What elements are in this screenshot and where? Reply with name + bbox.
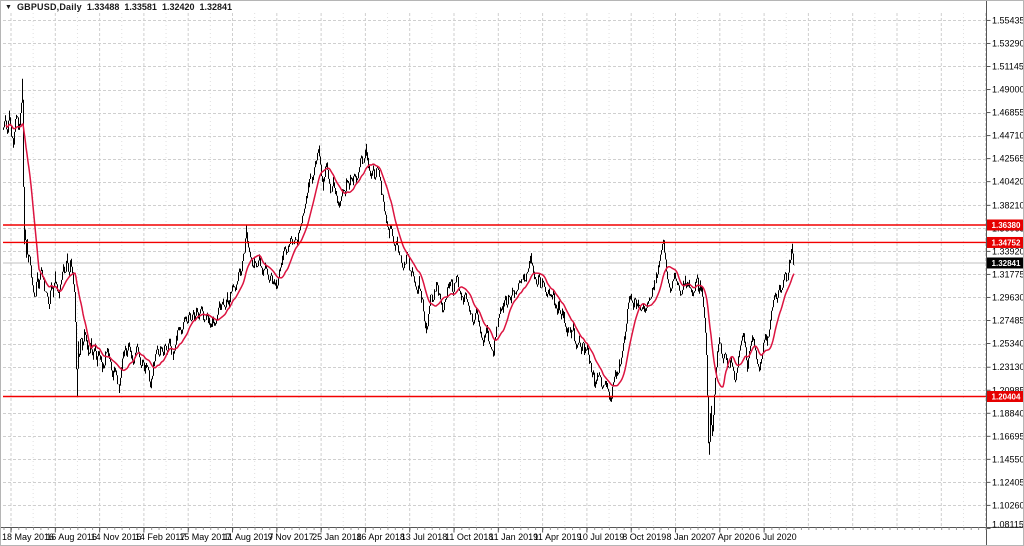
price-axis-label: 1.44710 — [992, 131, 1024, 141]
price-axis-label: 1.10260 — [992, 500, 1024, 510]
time-axis-label: 14 Feb 2017 — [135, 532, 186, 542]
candlestick-series — [3, 78, 795, 455]
price-axis-label: 1.42565 — [992, 154, 1024, 164]
quote-low: 1.32420 — [161, 2, 195, 12]
price-axis-label: 1.23130 — [992, 362, 1024, 372]
time-axis-label: 9 Nov 2017 — [268, 532, 314, 542]
chart-symbol-label: GBPUSD,Daily — [16, 2, 82, 12]
time-axis-label: 13 Jul 2018 — [401, 532, 448, 542]
time-axis-label: 18 May 2016 — [2, 532, 54, 542]
svg-text:1.34752: 1.34752 — [992, 238, 1021, 247]
level-price-tag-1.20404[interactable]: 1.20404 — [987, 391, 1024, 402]
grid-lines — [3, 13, 987, 527]
level-price-tag-1.36380[interactable]: 1.36380 — [987, 219, 1024, 231]
time-axis-label: 11 Jan 2019 — [489, 532, 538, 542]
time-axis-label: 15 May 2017 — [179, 532, 231, 542]
price-axis-label: 1.16695 — [992, 431, 1024, 441]
price-axis-label: 1.20985 — [992, 385, 1024, 395]
level-price-tag-1.34752[interactable]: 1.34752 — [987, 236, 1024, 248]
price-axis-label: 1.29630 — [992, 292, 1024, 302]
price-axis-label: 1.27485 — [992, 315, 1024, 325]
price-axis-label: 1.51145 — [992, 61, 1024, 71]
price-axis-label: 1.53290 — [992, 38, 1024, 48]
time-axis-label: 8 Oct 2019 — [622, 532, 666, 542]
price-axis-label: 1.38210 — [992, 200, 1024, 210]
time-axis-label: 25 Jan 2018 — [312, 532, 362, 542]
price-axis-label: 1.46855 — [992, 108, 1024, 118]
quote-open: 1.33488 — [86, 2, 120, 12]
price-axis-label: 1.14550 — [992, 454, 1024, 464]
price-axis-label: 1.18840 — [992, 408, 1024, 418]
time-axis-label: 16 Aug 2016 — [46, 532, 97, 542]
svg-text:1.36380: 1.36380 — [992, 221, 1021, 230]
chart-collapse-icon[interactable]: ▼ — [5, 3, 12, 11]
time-axis-label: 14 Nov 2016 — [91, 532, 142, 542]
time-axis-label: 7 Apr 2020 — [711, 532, 755, 542]
time-axis-label: 8 Jan 2020 — [667, 532, 712, 542]
time-axis-label: 16 Apr 2018 — [356, 532, 405, 542]
price-axis-label: 1.49000 — [992, 85, 1024, 95]
price-axis-label: 1.31775 — [992, 269, 1024, 279]
time-axis-label: 11 Apr 2019 — [534, 532, 582, 542]
price-axis-label: 1.08115 — [992, 520, 1024, 530]
svg-text:1.32841: 1.32841 — [992, 259, 1021, 268]
price-axis[interactable]: 1.55435 1.53290 1.51145 1.49000 1.46855 1.447… — [986, 15, 1024, 530]
quote-high: 1.33581 — [124, 2, 157, 12]
price-axis-label: 1.40420 — [992, 177, 1024, 187]
price-axis-label: 1.55435 — [992, 15, 1024, 25]
time-axis-label: 11 Aug 2017 — [224, 532, 274, 542]
time-axis-label: 10 Jul 2019 — [578, 532, 625, 542]
time-axis-label: 11 Oct 2018 — [445, 532, 493, 542]
current-price-tag[interactable]: 1.32841 — [987, 257, 1024, 269]
price-axis-label: 1.12405 — [992, 477, 1024, 487]
moving-average-line[interactable] — [5, 123, 795, 388]
price-axis-label: 1.25340 — [992, 339, 1024, 349]
svg-text:1.20404: 1.20404 — [992, 393, 1021, 402]
chart-title-bar: ▼ GBPUSD,Daily 1.33488 1.33581 1.32420 1… — [5, 2, 232, 12]
quote-close: 1.32841 — [199, 2, 233, 12]
price-axis-label: 1.33920 — [992, 246, 1024, 256]
time-axis-label: 6 Jul 2020 — [755, 532, 797, 542]
